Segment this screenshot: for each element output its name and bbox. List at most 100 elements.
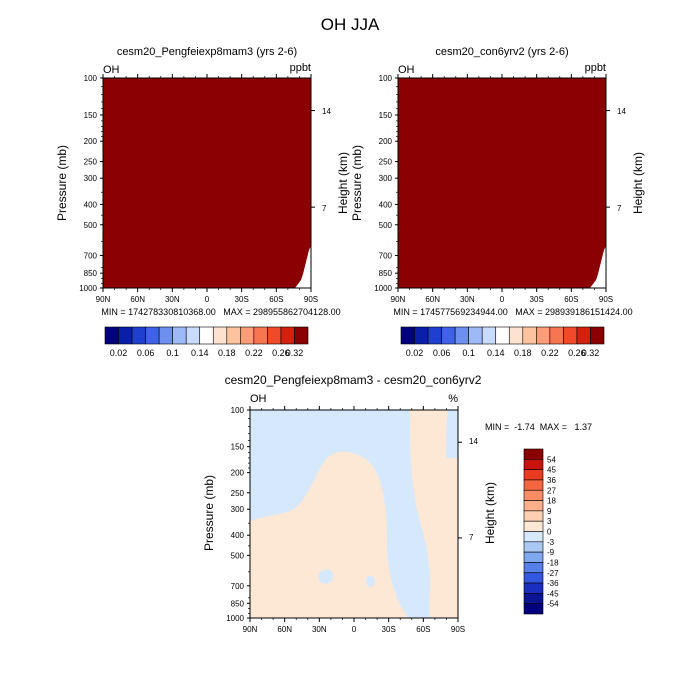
panel-difference-ytick-label: 200 bbox=[231, 469, 245, 478]
colorbar-difference-swatch bbox=[523, 582, 544, 594]
panel-difference-ytick-label: 300 bbox=[231, 505, 245, 514]
panel-experiment-title: cesm20_Pengfeiexp8mam3 (yrs 2-6) bbox=[117, 46, 297, 58]
panel-difference-y2tick-14: 14 bbox=[469, 437, 478, 446]
colorbar-experiment-swatch bbox=[267, 326, 282, 345]
panel-difference-ytick-label: 850 bbox=[231, 599, 245, 608]
panel-experiment-xtick-label: 30N bbox=[165, 295, 180, 304]
panel-control-xtick-label: 90S bbox=[599, 295, 613, 304]
panel-control-xtick-label: 90N bbox=[391, 295, 406, 304]
colorbar-control-swatch bbox=[414, 326, 429, 345]
colorbar-control-swatch bbox=[481, 326, 497, 345]
panel-control-ytick-label: 500 bbox=[379, 221, 393, 230]
panel-control-ytick-label: 200 bbox=[379, 137, 393, 146]
panel-experiment-xticks: 90N 60N 30N 0 30S 60S 90S bbox=[96, 74, 318, 304]
panel-control-xtick-label: 30S bbox=[530, 295, 544, 304]
panel-experiment-left-label: OH bbox=[103, 64, 120, 76]
panel-experiment-yticks: 100 150 200 250 300 400 500 700 850 1000 bbox=[79, 74, 315, 293]
colorbar-experiment-swatch bbox=[226, 326, 241, 345]
panel-control-stats: MIN = 174577569234944.00 MAX = 298939186… bbox=[393, 307, 632, 317]
colorbar-experiment-swatch bbox=[172, 326, 187, 345]
colorbar-control-swatch bbox=[427, 326, 442, 345]
panel-experiment-ytick-label: 300 bbox=[84, 174, 98, 183]
colorbar-experiment-swatch bbox=[253, 326, 268, 345]
colorbar-difference-label: 0 bbox=[547, 528, 552, 537]
colorbar-control-label: 0.32 bbox=[582, 348, 600, 358]
panel-control-xtick-label: 0 bbox=[500, 295, 505, 304]
colorbar-experiment-label: 0.14 bbox=[191, 348, 209, 358]
colorbar-difference-swatch bbox=[523, 459, 544, 470]
colorbar-experiment-swatch bbox=[280, 326, 295, 345]
colorbar-difference-swatch bbox=[523, 531, 544, 543]
panel-control-xtick-label: 60S bbox=[564, 295, 578, 304]
panel-experiment-field bbox=[103, 78, 311, 288]
figure-title: OH JJA bbox=[321, 15, 380, 34]
panel-difference-ytick-label: 100 bbox=[231, 406, 245, 415]
panel-difference-ytick-label: 250 bbox=[231, 489, 245, 498]
panel-control-ytick-label: 400 bbox=[379, 200, 393, 209]
colorbar-control: 0.02 0.06 0.1 0.14 0.18 0.22 0.260.32 bbox=[400, 326, 605, 358]
difference-region-negative-pocket-2 bbox=[366, 576, 375, 587]
panel-control-y2label: Height (km) bbox=[631, 152, 645, 214]
colorbar-experiment-swatch bbox=[145, 326, 160, 345]
panel-experiment-ytick-label: 150 bbox=[84, 111, 98, 120]
colorbar-difference-swatch bbox=[523, 479, 544, 491]
colorbar-difference-swatch bbox=[523, 500, 544, 512]
colorbar-experiment-label: 0.22 bbox=[245, 348, 263, 358]
colorbar-experiment-swatch bbox=[185, 326, 201, 345]
colorbar-control-swatch bbox=[454, 326, 469, 345]
colorbar-difference-label: -27 bbox=[547, 569, 559, 578]
colorbar-difference-swatch bbox=[523, 541, 544, 553]
panel-experiment-xtick-label: 90S bbox=[304, 295, 318, 304]
colorbar-experiment-swatch bbox=[199, 326, 214, 345]
colorbar-experiment-label: 0.32 bbox=[286, 348, 304, 358]
panel-experiment-xtick-label: 60N bbox=[130, 295, 145, 304]
colorbar-experiment-label: 0.06 bbox=[137, 348, 155, 358]
panel-difference-y2tick-7: 7 bbox=[469, 533, 474, 542]
panel-difference-title: cesm20_Pengfeiexp8mam3 - cesm20_con6yrv2 bbox=[225, 373, 482, 387]
panel-experiment-xtick-label: 0 bbox=[205, 295, 210, 304]
colorbar-control-swatch bbox=[522, 326, 537, 345]
colorbar-difference-swatch bbox=[523, 572, 544, 584]
colorbar-experiment-swatch bbox=[104, 326, 119, 345]
panel-difference-xtick-label: 0 bbox=[352, 625, 357, 634]
panel-control-field-fill bbox=[398, 78, 606, 288]
colorbar-experiment: 0.02 0.06 0.1 0.14 0.18 0.22 0.260.32 bbox=[104, 326, 309, 358]
panel-control-ytick-label: 300 bbox=[379, 174, 393, 183]
panel-experiment-ytick-label: 250 bbox=[84, 158, 98, 167]
colorbar-experiment-swatch bbox=[294, 326, 309, 345]
colorbar-experiment-swatch bbox=[131, 326, 146, 345]
panel-control-ytick-label: 250 bbox=[379, 158, 393, 167]
colorbar-control-swatch bbox=[536, 326, 551, 345]
panel-difference-left-label: OH bbox=[250, 393, 267, 405]
colorbar-difference-label: 27 bbox=[547, 486, 556, 495]
panel-experiment-ytick-label: 500 bbox=[84, 221, 98, 230]
colorbar-experiment-label: 0.26 bbox=[272, 348, 290, 358]
colorbar-experiment-label: 0.02 bbox=[110, 348, 128, 358]
colorbar-difference-swatch bbox=[523, 489, 544, 501]
colorbar-control-swatch bbox=[495, 326, 510, 345]
panel-difference: cesm20_Pengfeiexp8mam3 - cesm20_con6yrv2… bbox=[202, 373, 592, 634]
panel-difference-field bbox=[250, 410, 458, 618]
panel-experiment-xtick-label: 90N bbox=[96, 295, 111, 304]
panel-experiment-ytick-label: 1000 bbox=[79, 284, 97, 293]
panel-control-yticks: 100 150 200 250 300 400 500 700 850 1000 bbox=[374, 74, 610, 293]
colorbar-control-label: 0.02 bbox=[406, 348, 424, 358]
panel-control-title: cesm20_con6yrv2 (yrs 2-6) bbox=[435, 46, 568, 58]
colorbar-experiment-swatch bbox=[212, 326, 228, 345]
panel-experiment-ylabel: Pressure (mb) bbox=[55, 145, 69, 221]
colorbar-control-swatch bbox=[590, 326, 605, 345]
panel-experiment-xtick-label: 30S bbox=[235, 295, 249, 304]
colorbar-control-label: 0.14 bbox=[487, 348, 505, 358]
colorbar-difference-label: 18 bbox=[547, 497, 556, 506]
panel-experiment: cesm20_Pengfeiexp8mam3 (yrs 2-6) OH ppbt… bbox=[55, 46, 350, 317]
panel-control-ylabel: Pressure (mb) bbox=[350, 145, 364, 221]
colorbar-control-label: 0.26 bbox=[568, 348, 586, 358]
colorbar-difference-label: -36 bbox=[547, 579, 559, 588]
panel-control-y2tick-14: 14 bbox=[617, 107, 626, 116]
colorbar-difference-label: -45 bbox=[547, 589, 559, 598]
colorbar-control-label: 0.18 bbox=[514, 348, 532, 358]
panel-difference-ylabel: Pressure (mb) bbox=[202, 475, 216, 551]
panel-control-field bbox=[398, 78, 606, 288]
panel-experiment-ytick-label: 700 bbox=[84, 251, 98, 260]
colorbar-control-swatch bbox=[441, 326, 456, 345]
